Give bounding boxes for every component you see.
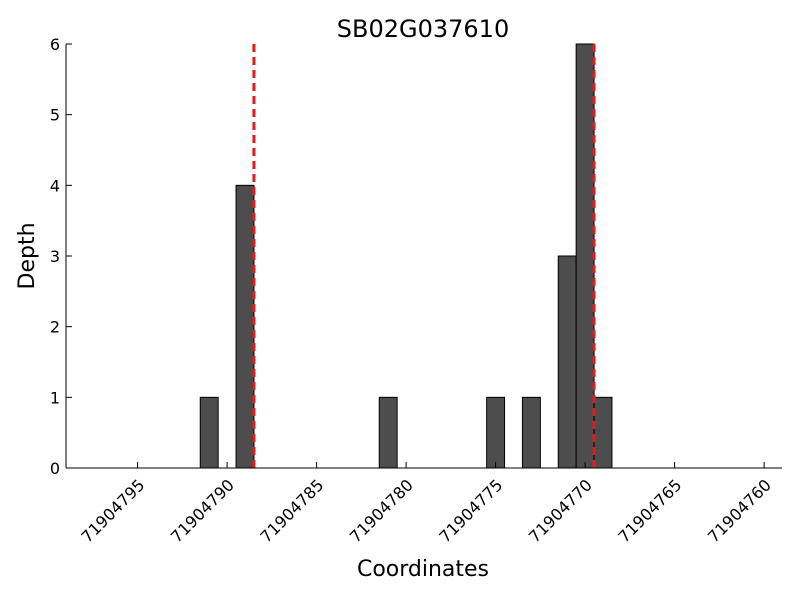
markers-layer bbox=[252, 44, 596, 468]
bar-6 bbox=[575, 43, 595, 469]
y-ticks: 0 1 2 3 4 5 6 bbox=[50, 35, 72, 478]
bar-2 bbox=[378, 396, 398, 469]
bar-7 bbox=[593, 396, 613, 469]
x-tick-label-2: 71904785 bbox=[256, 475, 327, 546]
y-tick-label-3: 3 bbox=[50, 247, 60, 266]
y-axis-title: Depth bbox=[15, 222, 40, 289]
x-tick-label-6: 71904765 bbox=[614, 475, 685, 546]
x-tick-label-4: 71904775 bbox=[435, 475, 506, 546]
y-tick-label-5: 5 bbox=[50, 106, 60, 125]
y-tick-label-0: 0 bbox=[50, 459, 60, 478]
axes-layer bbox=[65, 44, 782, 469]
x-tick-label-7: 71904760 bbox=[704, 475, 775, 546]
y-tick-label-1: 1 bbox=[50, 388, 60, 407]
x-ticks: 71904795 71904790 71904785 71904780 71904775… bbox=[77, 462, 775, 546]
bar-5 bbox=[557, 255, 577, 469]
bar-1 bbox=[235, 184, 255, 469]
bar-4 bbox=[521, 396, 541, 469]
y-tick-label-2: 2 bbox=[50, 318, 60, 337]
x-tick-label-0: 71904795 bbox=[77, 475, 148, 546]
bar-0 bbox=[199, 396, 219, 469]
x-axis-title: Coordinates bbox=[357, 557, 489, 582]
y-tick-label-4: 4 bbox=[50, 176, 60, 195]
y-tick-label-6: 6 bbox=[50, 35, 60, 54]
chart-title: SB02G037610 bbox=[337, 15, 509, 43]
bars-layer bbox=[199, 43, 613, 469]
x-tick-label-5: 71904770 bbox=[525, 475, 596, 546]
x-tick-label-1: 71904790 bbox=[167, 475, 238, 546]
x-tick-label-3: 71904780 bbox=[346, 475, 417, 546]
bar-3 bbox=[486, 396, 506, 469]
